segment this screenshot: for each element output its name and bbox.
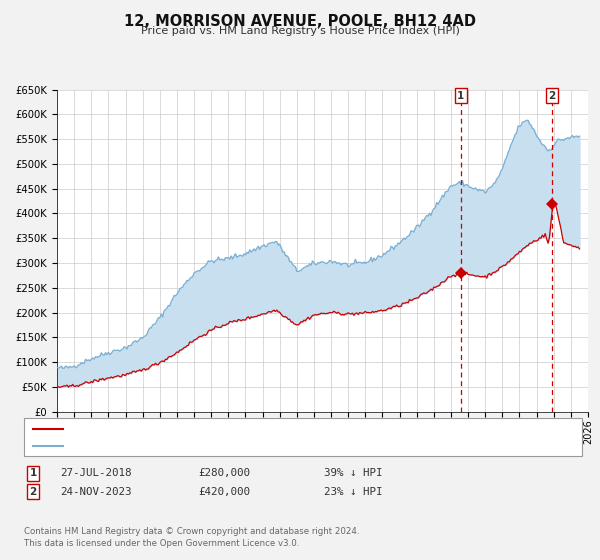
Text: Contains HM Land Registry data © Crown copyright and database right 2024.: Contains HM Land Registry data © Crown c… <box>24 528 359 536</box>
Text: £420,000: £420,000 <box>198 487 250 497</box>
Text: 12, MORRISON AVENUE, POOLE, BH12 4AD: 12, MORRISON AVENUE, POOLE, BH12 4AD <box>124 14 476 29</box>
Text: £280,000: £280,000 <box>198 468 250 478</box>
Text: 12, MORRISON AVENUE, POOLE, BH12 4AD (detached house): 12, MORRISON AVENUE, POOLE, BH12 4AD (de… <box>66 424 371 434</box>
Text: 1: 1 <box>29 468 37 478</box>
Text: 1: 1 <box>457 91 464 101</box>
Text: 24-NOV-2023: 24-NOV-2023 <box>60 487 131 497</box>
Text: 23% ↓ HPI: 23% ↓ HPI <box>324 487 383 497</box>
Text: Price paid vs. HM Land Registry's House Price Index (HPI): Price paid vs. HM Land Registry's House … <box>140 26 460 36</box>
Text: 2: 2 <box>29 487 37 497</box>
Text: 27-JUL-2018: 27-JUL-2018 <box>60 468 131 478</box>
Text: HPI: Average price, detached house, Bournemouth Christchurch and Poole: HPI: Average price, detached house, Bour… <box>66 441 437 451</box>
Text: This data is licensed under the Open Government Licence v3.0.: This data is licensed under the Open Gov… <box>24 539 299 548</box>
Text: 39% ↓ HPI: 39% ↓ HPI <box>324 468 383 478</box>
Text: 2: 2 <box>548 91 556 101</box>
